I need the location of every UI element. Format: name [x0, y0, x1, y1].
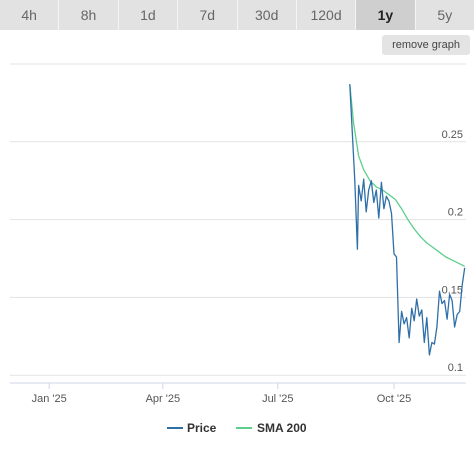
tab-1d[interactable]: 1d [118, 0, 179, 30]
series-line-price [349, 84, 466, 356]
series-line-sma-200 [349, 84, 465, 267]
tab-1y[interactable]: 1y [356, 0, 416, 30]
y-tick-label: 0.15 [442, 284, 463, 296]
tab-120d[interactable]: 120d [296, 0, 357, 30]
y-tick-label: 0.25 [442, 129, 463, 141]
timeframe-tabs: 4h 8h 1d 7d 30d 120d 1y 5y [0, 0, 474, 30]
x-tick-label: Apr '25 [146, 393, 181, 405]
remove-graph-button[interactable]: remove graph [382, 35, 470, 55]
tab-30d[interactable]: 30d [237, 0, 297, 30]
legend-item-label[interactable]: Price [187, 421, 217, 435]
x-tick-label: Jul '25 [262, 393, 293, 405]
tab-5y[interactable]: 5y [415, 0, 474, 30]
y-tick-label: 0.2 [448, 207, 463, 219]
y-tick-label: 0.1 [448, 362, 463, 374]
tab-7d[interactable]: 7d [178, 0, 238, 30]
tab-8h[interactable]: 8h [59, 0, 119, 30]
tab-4h[interactable]: 4h [0, 0, 60, 30]
x-tick-label: Oct '25 [377, 393, 412, 405]
x-tick-label: Jan '25 [32, 393, 67, 405]
legend-item-label[interactable]: SMA 200 [257, 421, 307, 435]
